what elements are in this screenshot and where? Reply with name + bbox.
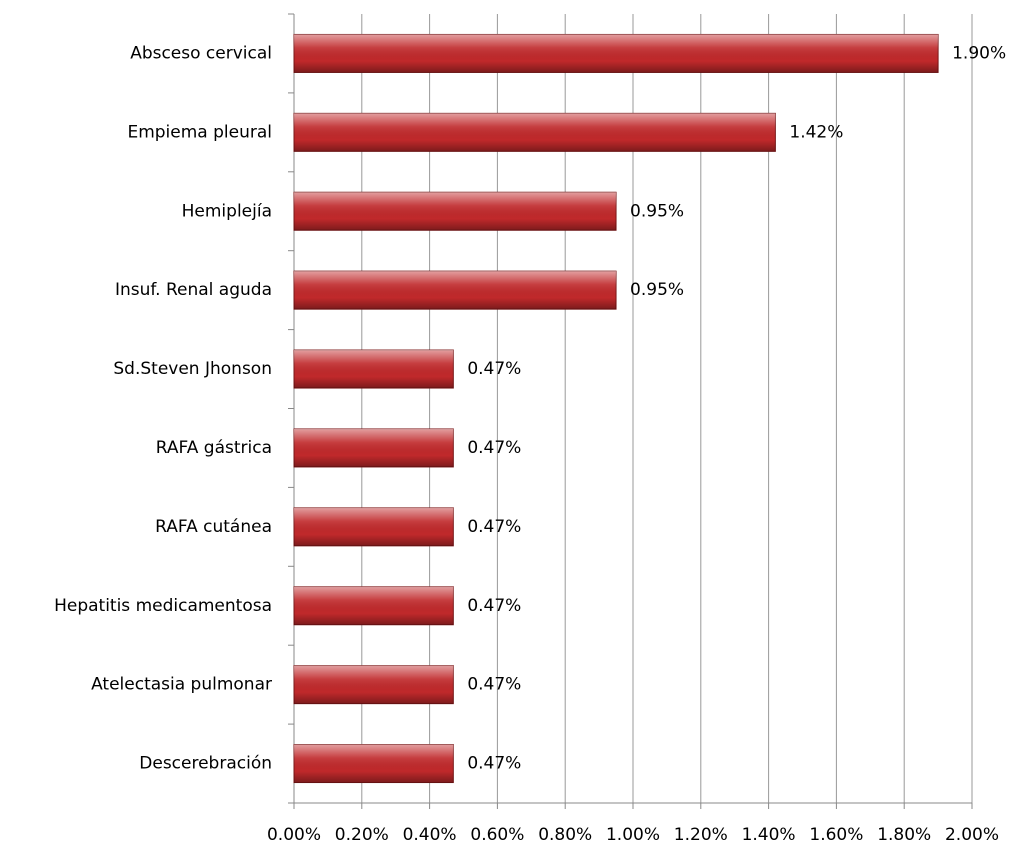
value-label: 0.47% <box>467 675 521 695</box>
value-label: 0.47% <box>467 517 521 537</box>
y-tick-label: Hemiplejía <box>182 201 272 221</box>
value-label: 0.95% <box>630 280 684 300</box>
y-tick-label: RAFA cutánea <box>155 517 272 537</box>
bar-shine <box>294 113 776 152</box>
x-tick-label: 0.60% <box>470 825 524 845</box>
y-tick-label: Absceso cervical <box>130 43 272 63</box>
x-tick-label: 0.40% <box>403 825 457 845</box>
x-tick-label: 0.00% <box>267 825 321 845</box>
bar-shine <box>294 744 454 783</box>
value-label: 0.95% <box>630 201 684 221</box>
x-tick-label: 1.40% <box>742 825 796 845</box>
y-tick-label: Descerebración <box>139 754 272 774</box>
bar-shine <box>294 586 454 625</box>
bar-shine <box>294 428 454 467</box>
x-tick-label: 0.20% <box>335 825 389 845</box>
value-label: 0.47% <box>467 359 521 379</box>
y-tick-label: Hepatitis medicamentosa <box>54 596 272 616</box>
value-label: 0.47% <box>467 438 521 458</box>
value-label: 0.47% <box>467 596 521 616</box>
value-label: 1.42% <box>789 122 843 142</box>
x-tick-label: 1.20% <box>674 825 728 845</box>
y-tick-label: Empiema pleural <box>127 122 272 142</box>
x-tick-label: 1.60% <box>809 825 863 845</box>
x-tick-label: 0.80% <box>538 825 592 845</box>
y-tick-label: Atelectasia pulmonar <box>91 675 272 695</box>
x-tick-label: 1.80% <box>877 825 931 845</box>
bar-shine <box>294 507 454 546</box>
bar-shine <box>294 350 454 389</box>
bar-shine <box>294 192 617 231</box>
value-label: 1.90% <box>952 43 1006 63</box>
x-tick-label: 1.00% <box>606 825 660 845</box>
y-tick-label: RAFA gástrica <box>156 438 272 458</box>
bar-shine <box>294 665 454 704</box>
value-label: 0.47% <box>467 754 521 774</box>
x-tick-label: 2.00% <box>945 825 999 845</box>
bar-shine <box>294 271 617 310</box>
y-tick-label: Sd.Steven Jhonson <box>113 359 272 379</box>
bar-shine <box>294 34 939 73</box>
y-tick-label: Insuf. Renal aguda <box>115 280 272 300</box>
